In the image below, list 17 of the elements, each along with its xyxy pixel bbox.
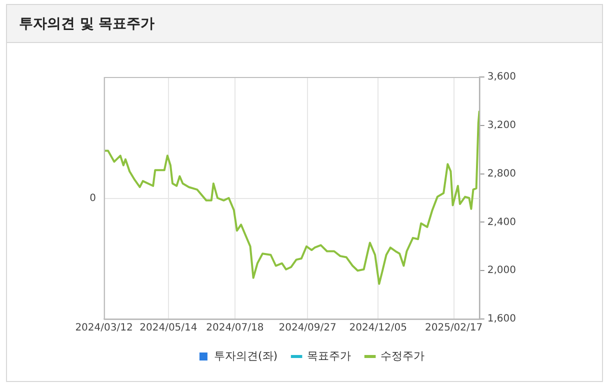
x-tick-label: 2024/05/14 <box>140 322 198 334</box>
legend-label: 수정주가 <box>380 349 425 362</box>
text: 0 <box>90 193 96 204</box>
y2-tick-label: 3,200 <box>487 120 516 131</box>
y2-tick-label: 1,600 <box>487 314 516 325</box>
x-tick-label: 2025/02/17 <box>424 322 483 334</box>
chart-title: 투자의견 및 목표주가 <box>7 5 602 43</box>
y2-tick-label: 2,000 <box>487 265 516 276</box>
y2-tick-label: 3,600 <box>487 72 516 83</box>
legend-label: 목표주가 <box>307 349 352 362</box>
legend-label: 투자의견(좌) <box>214 349 278 362</box>
x-tick-label: 2024/07/18 <box>206 322 264 334</box>
y2-tick-label: 2,800 <box>487 168 516 180</box>
x-tick-label: 2024/03/12 <box>75 322 133 334</box>
x-tick-label: 2024/12/05 <box>349 322 407 334</box>
x-tick-label: 2024/09/27 <box>278 322 336 334</box>
y2-tick-label: 2,400 <box>487 216 516 228</box>
